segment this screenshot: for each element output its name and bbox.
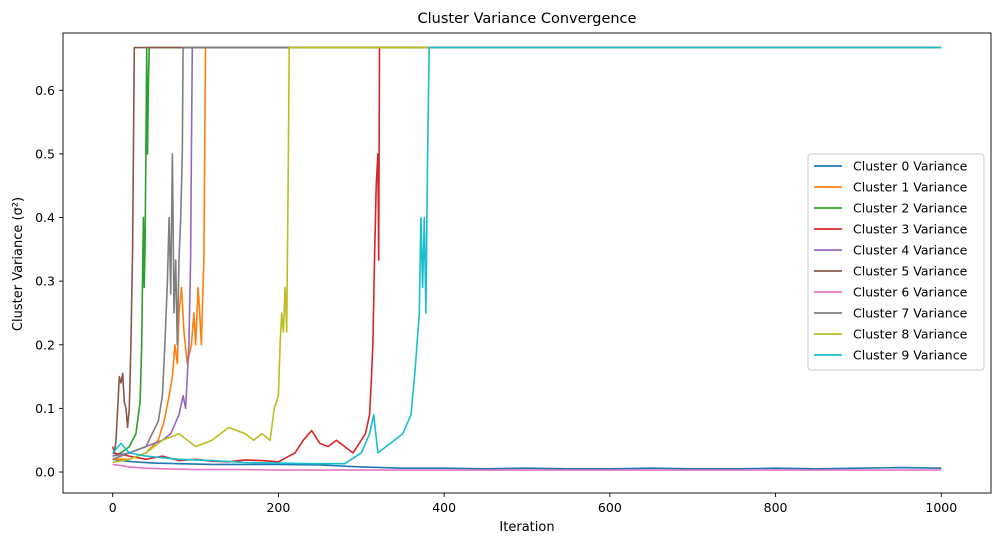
y-tick-label: 0.4: [35, 210, 55, 225]
series-line-cluster-7: [112, 46, 942, 461]
y-axis-label: Cluster Variance (σ²): [11, 197, 26, 331]
legend: Cluster 0 Variance Cluster 1 Variance Clus…: [807, 153, 985, 371]
chart-title: Cluster Variance Convergence: [418, 11, 637, 27]
series-line-cluster-6: [112, 463, 942, 471]
legend-label: Cluster 1 Variance: [853, 180, 968, 195]
y-tick-label: 0.0: [35, 465, 55, 480]
x-tick-label: 800: [764, 500, 788, 515]
x-axis-label: Iteration: [499, 520, 554, 535]
legend-label: Cluster 2 Variance: [853, 201, 968, 216]
legend-label: Cluster 9 Variance: [853, 348, 968, 363]
x-tick-label: 400: [432, 500, 456, 515]
series-line-cluster-9: [112, 46, 942, 465]
legend-label: Cluster 7 Variance: [853, 306, 968, 321]
legend-box: [807, 153, 985, 371]
series-line-cluster-0: [112, 458, 942, 470]
y-tick-label: 0.1: [35, 401, 55, 416]
y-tick-label: 0.2: [35, 337, 55, 352]
series-line-cluster-2: [112, 46, 942, 457]
y-axis: 0.0 0.1 0.2 0.3 0.4 0.5 0.6: [35, 83, 63, 480]
series-line-cluster-5: [111, 46, 942, 454]
legend-label: Cluster 4 Variance: [853, 243, 968, 258]
x-tick-label: 1000: [925, 500, 957, 515]
legend-label: Cluster 0 Variance: [853, 159, 968, 174]
series-line-cluster-4: [112, 46, 942, 457]
legend-label: Cluster 5 Variance: [853, 264, 968, 279]
x-tick-label: 200: [266, 500, 290, 515]
legend-label: Cluster 3 Variance: [853, 222, 968, 237]
x-tick-label: 0: [109, 500, 117, 515]
series-lines: [111, 46, 942, 471]
legend-label: Cluster 6 Variance: [853, 285, 968, 300]
legend-label: Cluster 8 Variance: [853, 327, 968, 342]
y-tick-label: 0.3: [35, 274, 55, 289]
series-line-cluster-8: [112, 46, 942, 464]
y-tick-label: 0.5: [35, 146, 55, 161]
x-axis: 0 200 400 600 800 1000: [109, 493, 957, 515]
x-tick-label: 600: [598, 500, 622, 515]
y-tick-label: 0.6: [35, 83, 55, 98]
series-line-cluster-1: [112, 46, 942, 461]
